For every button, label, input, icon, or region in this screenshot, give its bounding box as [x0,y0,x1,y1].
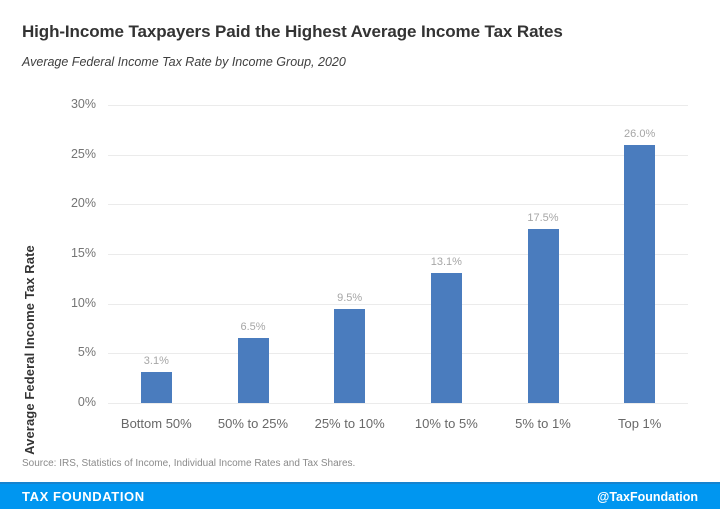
bar-value-label: 13.1% [430,255,462,268]
x-axis-tick-label: 25% to 10% [314,416,385,431]
y-axis-tick-label: 25% [70,146,96,161]
bar [237,338,269,403]
bar-value-label: 17.5% [527,212,559,225]
x-axis-tick-label: 50% to 25% [217,416,289,431]
bar [527,229,559,403]
bar [430,272,462,403]
brand-logo-text: TAX FOUNDATION [22,489,145,504]
twitter-handle: @TaxFoundation [597,489,698,504]
bar [334,308,366,403]
chart-title: High-Income Taxpayers Paid the Highest A… [22,22,563,41]
gridline [108,105,688,106]
x-axis-tick-label: 10% to 5% [414,416,478,431]
y-axis-tick-label: 20% [70,196,96,211]
gridline [108,353,688,355]
gridline [108,204,688,206]
bar-value-label: 9.5% [337,291,363,304]
bar-chart: Average Federal Income Tax Rate 0% 5% 10% 1… [0,95,720,455]
bar [624,144,656,403]
footer-bar: TAX FOUNDATION @TaxFoundation [0,482,720,509]
bar-value-label: 26.0% [624,127,656,140]
y-axis-tick-label: 15% [70,246,96,260]
gridline [108,154,688,156]
y-axis-tick-label: 5% [77,345,96,360]
gridline [108,254,688,255]
y-axis-tick-label: 10% [70,295,96,310]
bar-value-label: 3.1% [143,355,169,368]
source-note: Source: IRS, Statistics of Income, Indiv… [22,458,356,469]
bar-value-label: 6.5% [240,321,266,334]
gridline [108,403,688,404]
chart-subtitle: Average Federal Income Tax Rate by Incom… [22,55,346,69]
x-axis-tick-label: 5% to 1% [515,416,571,431]
y-axis-tick-label: 0% [77,395,96,409]
bar [140,372,172,403]
gridline [108,303,688,305]
y-axis-tick-label: 30% [70,97,96,111]
x-axis-tick-label: Bottom 50% [120,416,192,431]
x-axis-tick-label: Top 1% [617,416,662,431]
